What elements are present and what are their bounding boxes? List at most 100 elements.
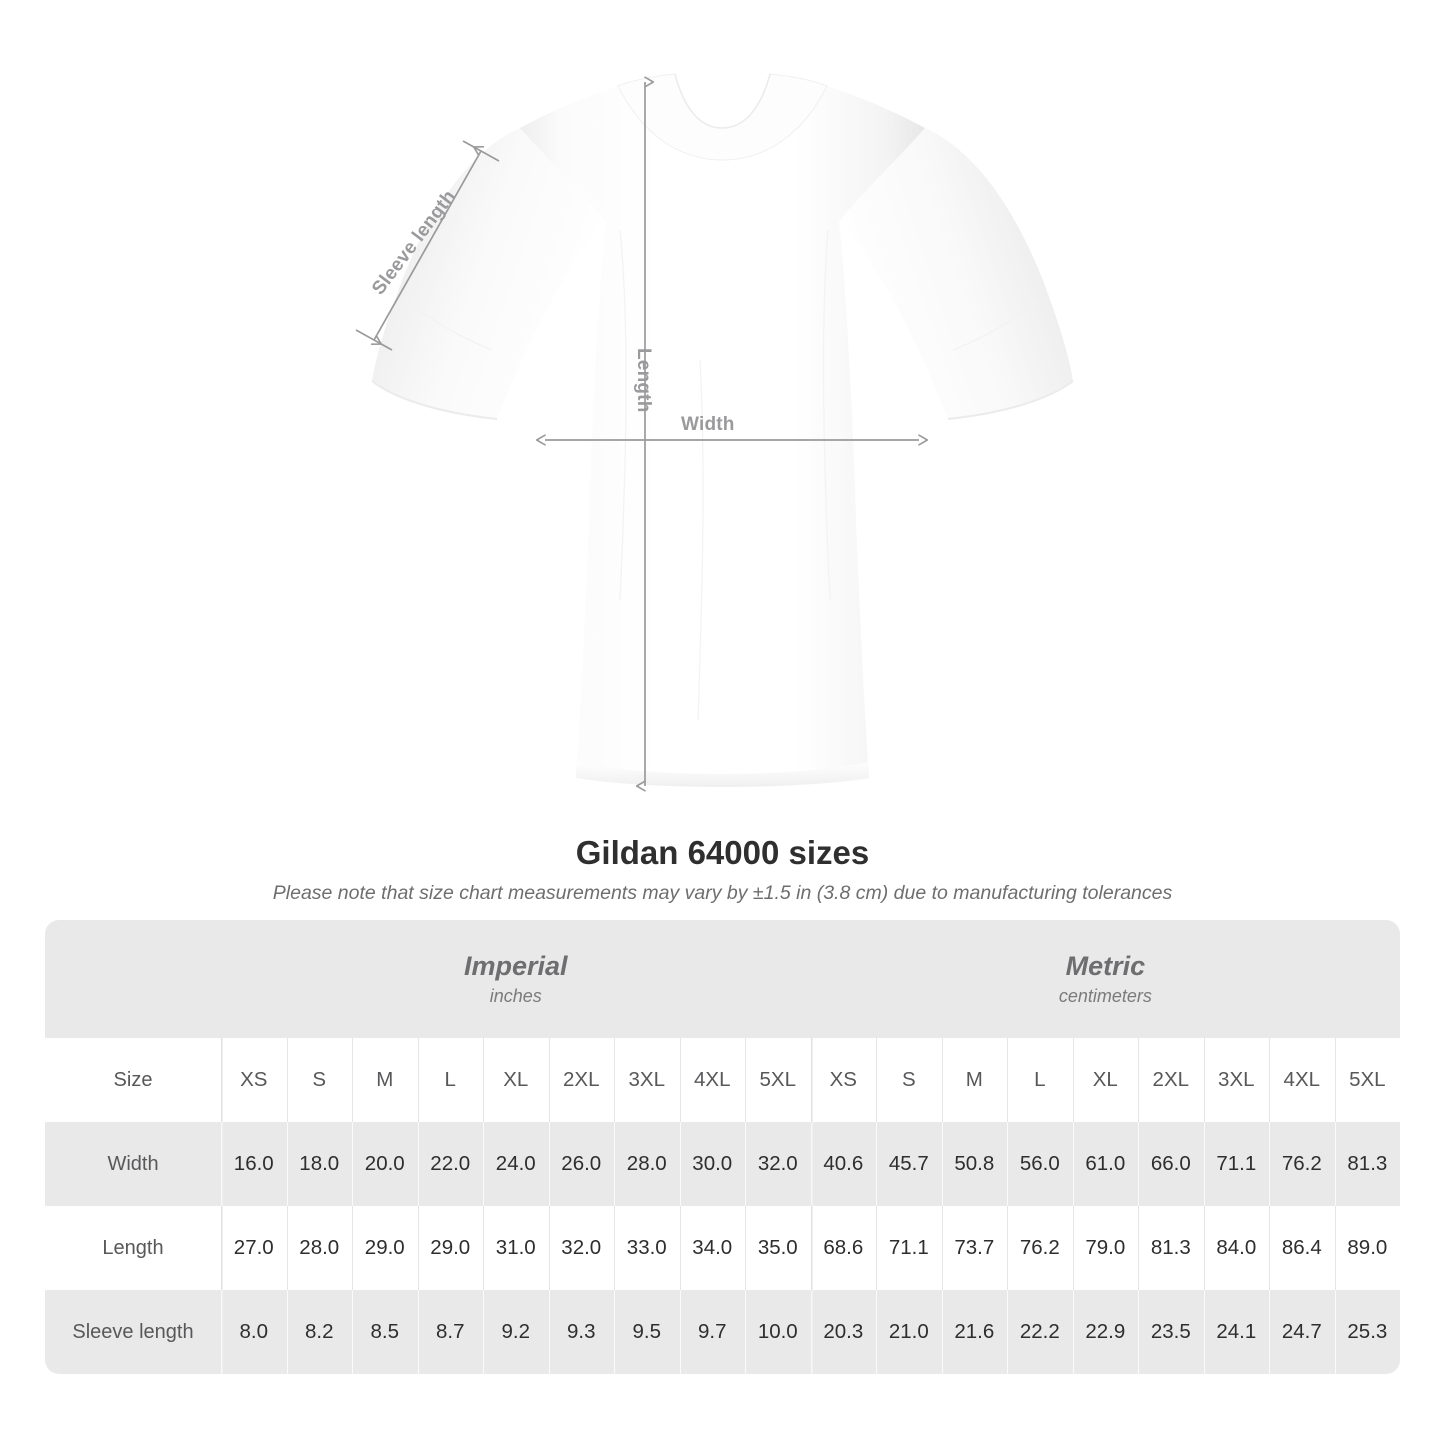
size-header-s-imperial: S: [286, 1038, 352, 1122]
cell-sleeve-length-imperial-5xl: 10.0: [745, 1290, 811, 1374]
cell-width-imperial-s: 18.0: [286, 1122, 352, 1206]
unit-name: Imperial: [464, 951, 568, 981]
unit-subtitle: inches: [489, 986, 542, 1006]
size-header-l-imperial: L: [417, 1038, 483, 1122]
cell-width-imperial-3xl: 28.0: [614, 1122, 680, 1206]
size-header-2xl-metric: 2XL: [1138, 1038, 1204, 1122]
cell-length-metric-l: 76.2: [1007, 1206, 1073, 1290]
cell-length-metric-m: 73.7: [941, 1206, 1008, 1290]
sleeve-dimension-cap-bottom: [355, 329, 393, 351]
unit-header-imperial: Imperial inches: [221, 920, 811, 1038]
cell-length-metric-5xl: 89.0: [1334, 1206, 1401, 1290]
cell-sleeve-length-metric-m: 21.6: [941, 1290, 1008, 1374]
cell-sleeve-length-imperial-xl: 9.2: [483, 1290, 549, 1374]
size-header-xl-metric: XL: [1072, 1038, 1139, 1122]
cell-width-imperial-m: 20.0: [352, 1122, 418, 1206]
size-header-5xl-imperial: 5XL: [745, 1038, 811, 1122]
cell-sleeve-length-imperial-s: 8.2: [286, 1290, 352, 1374]
cell-sleeve-length-imperial-m: 8.5: [352, 1290, 418, 1374]
cell-sleeve-length-metric-s: 21.0: [876, 1290, 942, 1374]
sleeve-length-dimension-arrow: [374, 151, 481, 340]
size-header-m-metric: M: [941, 1038, 1008, 1122]
size-header-xs-imperial: XS: [221, 1038, 287, 1122]
shirt-body: [520, 86, 925, 787]
size-header-row: Size XS S M L XL 2XL 3XL 4XL 5XL XS S M L XL 2XL 3XL 4XL 5…: [45, 1038, 1401, 1122]
cell-width-imperial-4xl: 30.0: [679, 1122, 745, 1206]
size-header-xl-imperial: XL: [483, 1038, 549, 1122]
cell-width-metric-4xl: 76.2: [1269, 1122, 1335, 1206]
size-header-s-metric: S: [876, 1038, 942, 1122]
tshirt-diagram: Sleeve length Length Width: [355, 73, 1074, 792]
sleeve-dimension-cap-top: [462, 140, 500, 162]
cell-length-imperial-xs: 27.0: [221, 1206, 287, 1290]
cell-width-metric-l: 56.0: [1007, 1122, 1073, 1206]
unit-banner-spacer: [45, 920, 221, 1038]
page-title: Gildan 64000 sizes: [575, 834, 870, 871]
size-column-header: Size: [45, 1038, 221, 1122]
unit-subtitle: centimeters: [1058, 986, 1152, 1006]
shirt-neckline-seam: [674, 73, 771, 129]
cell-length-metric-s: 71.1: [876, 1206, 942, 1290]
size-header-2xl-imperial: 2XL: [548, 1038, 614, 1122]
cell-sleeve-length-imperial-xs: 8.0: [221, 1290, 287, 1374]
cell-sleeve-length-imperial-4xl: 9.7: [679, 1290, 745, 1374]
size-header-m-imperial: M: [352, 1038, 418, 1122]
cell-width-metric-5xl: 81.3: [1334, 1122, 1401, 1206]
cell-sleeve-length-metric-5xl: 25.3: [1334, 1290, 1401, 1374]
size-header-4xl-imperial: 4XL: [679, 1038, 745, 1122]
cell-length-metric-4xl: 86.4: [1269, 1206, 1335, 1290]
length-label: Length: [633, 348, 654, 413]
left-sleeve-hem: [371, 380, 498, 420]
cell-width-imperial-l: 22.0: [417, 1122, 483, 1206]
title-block: Gildan 64000 sizes Please note that size…: [0, 830, 1445, 908]
cell-length-imperial-m: 29.0: [352, 1206, 418, 1290]
row-label-length: Length: [45, 1206, 221, 1290]
size-table-container: Imperial inches Metric centimeters Size XS S M L…: [0, 908, 1445, 1374]
cell-sleeve-length-imperial-l: 8.7: [417, 1290, 483, 1374]
cell-length-metric-xs: 68.6: [810, 1206, 877, 1290]
cell-length-imperial-s: 28.0: [286, 1206, 352, 1290]
cell-length-imperial-3xl: 33.0: [614, 1206, 680, 1290]
cell-length-imperial-5xl: 35.0: [745, 1206, 811, 1290]
cell-length-metric-3xl: 84.0: [1203, 1206, 1270, 1290]
cell-sleeve-length-imperial-2xl: 9.3: [548, 1290, 614, 1374]
cell-sleeve-length-metric-xl: 22.9: [1072, 1290, 1139, 1374]
cell-sleeve-length-metric-4xl: 24.7: [1269, 1290, 1335, 1374]
table-row: Length 27.0 28.0 29.0 29.0 31.0 32.0 33.0 34.0 35…: [45, 1206, 1401, 1290]
cell-sleeve-length-metric-2xl: 23.5: [1138, 1290, 1204, 1374]
size-header-3xl-metric: 3XL: [1203, 1038, 1270, 1122]
table-row: Width 16.0 18.0 20.0 22.0 24.0 26.0 28.0 30.0 32.…: [45, 1122, 1401, 1206]
row-label-width: Width: [45, 1122, 221, 1206]
unit-name: Metric: [1065, 951, 1146, 981]
size-header-l-metric: L: [1007, 1038, 1073, 1122]
cell-width-imperial-5xl: 32.0: [745, 1122, 811, 1206]
tolerance-note: Please note that size chart measurements…: [272, 882, 1173, 904]
cell-width-metric-xl: 61.0: [1072, 1122, 1139, 1206]
unit-banner-row: Imperial inches Metric centimeters: [45, 920, 1401, 1038]
cell-width-imperial-2xl: 26.0: [548, 1122, 614, 1206]
cell-width-metric-2xl: 66.0: [1138, 1122, 1204, 1206]
cell-sleeve-length-metric-3xl: 24.1: [1203, 1290, 1270, 1374]
shirt-right-sleeve: [827, 128, 1073, 419]
cell-width-imperial-xl: 24.0: [483, 1122, 549, 1206]
unit-header-metric: Metric centimeters: [810, 920, 1401, 1038]
table-row: Sleeve length 8.0 8.2 8.5 8.7 9.2 9.3 9.5 9.7 10.…: [45, 1290, 1401, 1374]
cell-length-imperial-xl: 31.0: [483, 1206, 549, 1290]
cell-length-metric-xl: 79.0: [1072, 1206, 1139, 1290]
width-label: Width: [681, 414, 735, 435]
row-label-sleeve-length: Sleeve length: [45, 1290, 221, 1374]
right-sleeve-hem: [947, 380, 1074, 420]
cell-width-metric-s: 45.7: [876, 1122, 942, 1206]
cell-sleeve-length-metric-xs: 20.3: [810, 1290, 877, 1374]
cell-width-metric-3xl: 71.1: [1203, 1122, 1270, 1206]
cell-length-imperial-4xl: 34.0: [679, 1206, 745, 1290]
cell-width-metric-xs: 40.6: [810, 1122, 877, 1206]
size-header-xs-metric: XS: [810, 1038, 877, 1122]
size-header-5xl-metric: 5XL: [1334, 1038, 1401, 1122]
size-header-3xl-imperial: 3XL: [614, 1038, 680, 1122]
size-chart-table: Imperial inches Metric centimeters Size XS S M L…: [45, 920, 1401, 1374]
cell-sleeve-length-metric-l: 22.2: [1007, 1290, 1073, 1374]
cell-length-imperial-2xl: 32.0: [548, 1206, 614, 1290]
shirt-left-sleeve: [372, 128, 618, 419]
cell-sleeve-length-imperial-3xl: 9.5: [614, 1290, 680, 1374]
